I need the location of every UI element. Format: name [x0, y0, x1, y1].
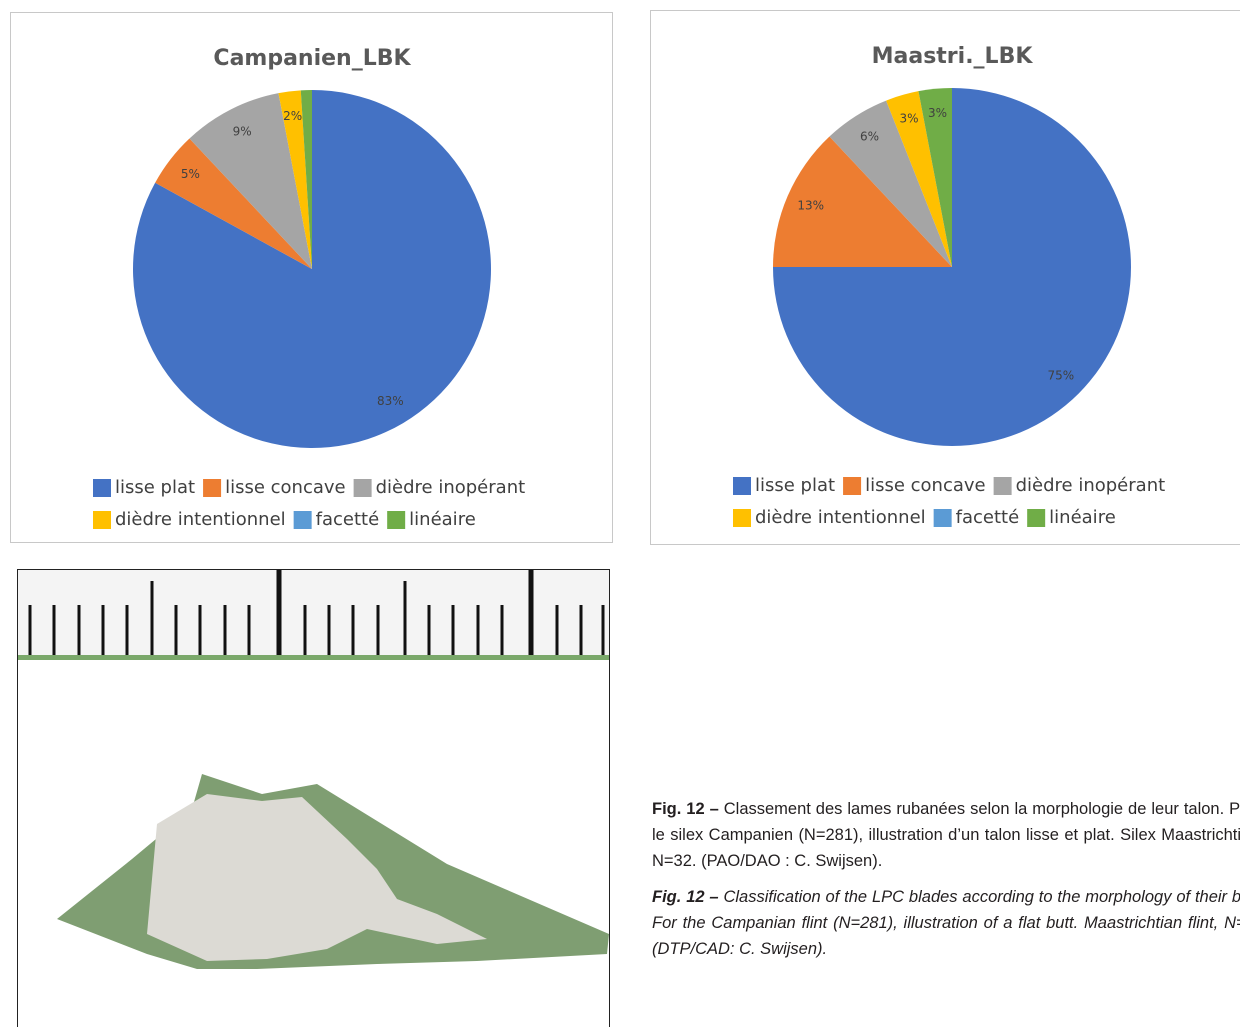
caption-text: Classement des lames rubanées selon la m… [652, 800, 1240, 870]
legend-swatch [387, 511, 406, 529]
caption-text: Classification of the LPC blades accordi… [652, 888, 1240, 958]
pie-chart: Maastri._LBK 75% 13% 6% 3% 3% lisse plat lisse … [650, 10, 1240, 545]
legend-label: dièdre inopérant [1016, 475, 1166, 496]
caption-en: Fig. 12 – Classification of the LPC blad… [652, 884, 1240, 962]
flint-butt [147, 794, 487, 961]
data-label: 83% [377, 394, 404, 408]
caption-label: Fig. 12 – [652, 800, 719, 818]
legend-swatch [353, 479, 372, 497]
pie-slice [918, 88, 952, 267]
data-label: 2% [283, 109, 302, 123]
legend-swatch [293, 511, 312, 529]
pie-slice [278, 90, 312, 270]
ruler [18, 570, 609, 658]
data-label: 13% [797, 198, 824, 212]
caption-fr: Fig. 12 – Classement des lames rubanées … [652, 796, 1240, 874]
chart-title: Campanien_LBK [213, 46, 411, 71]
legend-label: linéaire [1049, 507, 1116, 528]
legend-swatch [733, 477, 751, 495]
legend-swatch [933, 509, 952, 527]
legend-swatch [93, 479, 111, 497]
data-label: 5% [181, 167, 200, 181]
pie-slice [829, 100, 952, 267]
flint-photo [17, 569, 610, 1027]
pie-slice [133, 90, 491, 449]
ruler-ticks [28, 570, 605, 655]
legend-label: dièdre inopérant [376, 477, 526, 498]
legend-swatch [93, 511, 111, 529]
legend-swatch [1027, 509, 1046, 527]
data-label: 9% [233, 124, 252, 138]
chart-title: Maastri._LBK [872, 44, 1034, 69]
legend-label: lisse plat [755, 475, 835, 496]
data-label: 3% [928, 106, 947, 120]
data-label: 6% [860, 130, 879, 144]
legend-label: lisse concave [225, 477, 346, 498]
data-label: 3% [900, 112, 919, 126]
legend-label: lisse plat [115, 477, 195, 498]
pie-slice [773, 136, 952, 267]
pie-chart: Campanien_LBK 83% 5% 9% 2% lisse plat lisse co… [10, 12, 613, 543]
legend-label: linéaire [409, 509, 476, 530]
legend-swatch [203, 479, 222, 497]
legend-label: lisse concave [865, 475, 986, 496]
legend-swatch [843, 477, 862, 495]
pie-slice [155, 138, 312, 269]
pie-slice [886, 91, 952, 267]
pie-slice [189, 93, 312, 269]
ruler-edge [18, 655, 609, 660]
legend-label: dièdre intentionnel [755, 507, 926, 528]
legend-label: facetté [956, 507, 1020, 528]
caption: Fig. 12 – Classement des lames rubanées … [652, 796, 1240, 972]
legend-swatch [733, 509, 751, 527]
legend-label: facetté [316, 509, 380, 530]
data-label: 75% [1048, 368, 1075, 382]
legend-label: dièdre intentionnel [115, 509, 286, 530]
caption-label: Fig. 12 – [652, 888, 719, 906]
pie-slice [300, 90, 312, 269]
legend-swatch [993, 477, 1012, 495]
